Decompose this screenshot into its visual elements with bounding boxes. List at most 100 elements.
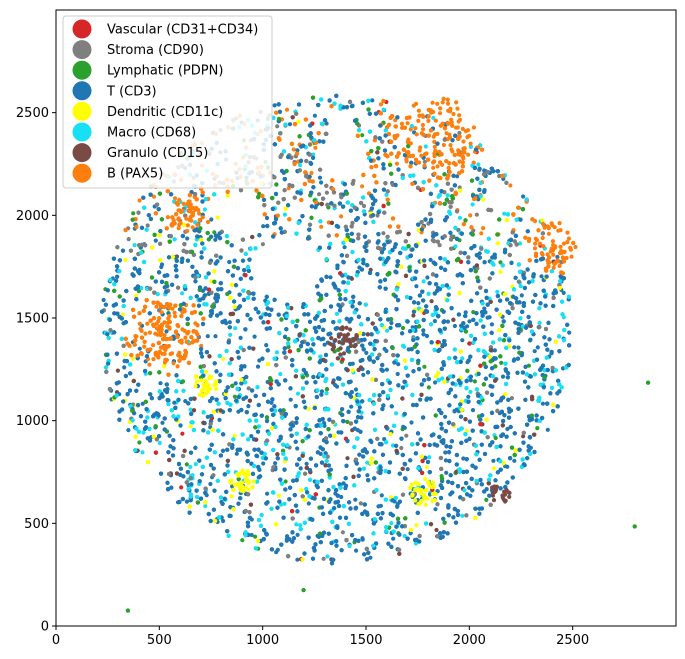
point-macro xyxy=(431,115,436,120)
point-b xyxy=(394,161,400,166)
point-t xyxy=(391,536,396,541)
point-t xyxy=(153,238,158,243)
point-t xyxy=(208,425,213,430)
point-macro xyxy=(413,541,418,546)
point-macro xyxy=(310,152,316,157)
point-t xyxy=(319,389,324,394)
point-macro xyxy=(440,376,445,381)
point-dendritic xyxy=(498,269,503,274)
point-macro xyxy=(180,291,185,296)
point-t xyxy=(341,260,346,265)
point-stroma xyxy=(471,228,476,233)
point-macro xyxy=(157,440,162,446)
point-dendritic xyxy=(306,406,311,411)
point-t xyxy=(401,424,406,429)
point-macro xyxy=(193,462,198,467)
point-dendritic xyxy=(464,428,469,433)
point-t xyxy=(416,301,421,306)
point-lymphatic xyxy=(422,364,427,369)
point-b xyxy=(339,214,344,219)
point-t xyxy=(252,334,257,339)
point-t xyxy=(444,470,449,475)
point-t xyxy=(443,414,448,419)
point-t xyxy=(409,420,414,425)
point-granulo xyxy=(521,434,526,439)
point-lymphatic xyxy=(360,133,365,138)
point-t xyxy=(418,397,423,402)
point-lymphatic xyxy=(465,368,470,373)
point-dendritic xyxy=(491,466,496,471)
point-t xyxy=(353,387,359,392)
point-b xyxy=(309,170,314,176)
point-t xyxy=(545,427,550,432)
point-granulo xyxy=(115,368,120,373)
point-dendritic xyxy=(162,364,167,369)
point-t xyxy=(357,405,362,410)
point-macro xyxy=(394,411,399,416)
point-macro xyxy=(334,311,339,316)
point-macro xyxy=(457,215,462,220)
point-lymphatic xyxy=(471,310,476,315)
point-dendritic xyxy=(352,395,357,400)
point-t xyxy=(467,319,472,324)
point-lymphatic xyxy=(232,394,237,399)
point-macro xyxy=(518,284,523,289)
point-vascular xyxy=(179,485,184,490)
point-t xyxy=(567,330,572,335)
point-stroma xyxy=(509,396,514,401)
point-stroma xyxy=(422,159,427,164)
point-t xyxy=(370,98,375,103)
point-t xyxy=(521,194,526,199)
point-t xyxy=(492,348,497,353)
point-t xyxy=(160,420,165,425)
point-t xyxy=(535,345,540,350)
point-b xyxy=(378,102,384,107)
point-t xyxy=(246,404,251,409)
point-lymphatic xyxy=(345,419,350,424)
point-granulo xyxy=(349,276,354,281)
point-t xyxy=(295,532,300,538)
point-macro xyxy=(233,326,238,331)
point-t xyxy=(539,274,544,279)
point-t xyxy=(208,481,213,487)
point-b xyxy=(147,362,152,367)
point-t xyxy=(368,555,373,560)
point-dendritic xyxy=(229,494,234,499)
point-b xyxy=(508,183,513,188)
point-t xyxy=(379,493,384,498)
point-stroma xyxy=(375,213,380,218)
point-macro xyxy=(421,279,426,284)
point-dendritic xyxy=(225,193,230,198)
point-t xyxy=(185,236,190,241)
point-dendritic xyxy=(134,293,139,298)
point-t xyxy=(322,342,327,347)
point-stroma xyxy=(361,203,367,209)
point-t xyxy=(272,103,277,108)
point-t xyxy=(122,365,127,370)
point-t xyxy=(463,310,468,315)
point-lymphatic xyxy=(426,385,431,390)
point-t xyxy=(500,374,506,379)
point-t xyxy=(461,456,466,461)
point-macro xyxy=(517,241,523,246)
point-macro xyxy=(282,212,287,217)
point-b xyxy=(286,186,291,191)
point-macro xyxy=(460,513,465,518)
point-macro xyxy=(294,522,299,527)
point-t xyxy=(382,437,387,442)
point-lymphatic xyxy=(400,325,406,331)
point-lymphatic xyxy=(499,360,504,365)
point-macro xyxy=(384,192,389,197)
point-b xyxy=(460,160,465,165)
point-t xyxy=(265,379,270,385)
point-t xyxy=(428,257,433,262)
point-dendritic xyxy=(120,312,125,317)
point-t xyxy=(470,408,476,413)
point-t xyxy=(452,323,457,329)
point-lymphatic xyxy=(493,435,498,441)
point-dendritic xyxy=(458,188,463,193)
point-t xyxy=(384,348,389,354)
point-lymphatic xyxy=(257,191,262,196)
point-dendritic xyxy=(221,356,226,362)
point-t xyxy=(213,237,218,242)
